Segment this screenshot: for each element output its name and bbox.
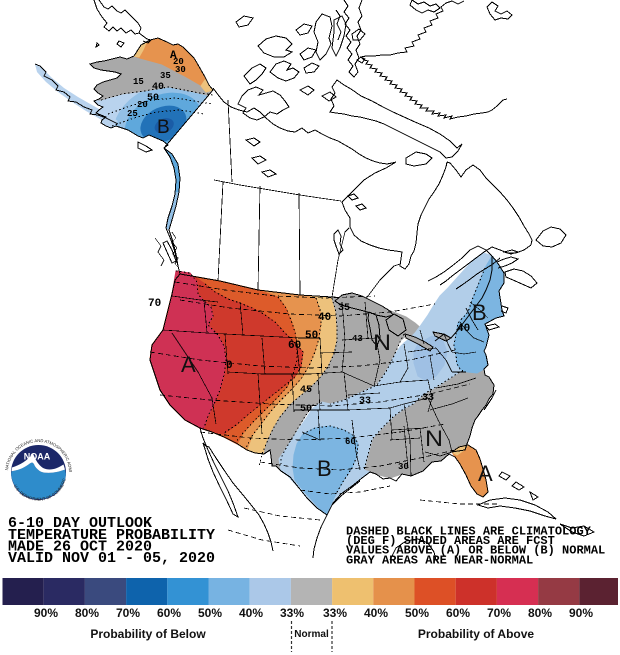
svg-text:30: 30: [175, 65, 186, 75]
svg-text:80%: 80%: [75, 606, 99, 620]
svg-text:40: 40: [152, 82, 164, 93]
svg-text:B: B: [472, 300, 487, 325]
svg-text:43: 43: [352, 334, 363, 344]
svg-text:70%: 70%: [116, 606, 140, 620]
svg-text:40%: 40%: [364, 606, 388, 620]
svg-text:VALUES ABOVE (A) OR BELOW (B): VALUES ABOVE (A) OR BELOW (B) NORMAL: [346, 544, 605, 558]
svg-text:15: 15: [133, 77, 144, 87]
svg-text:N: N: [373, 330, 391, 355]
svg-text:33: 33: [359, 396, 371, 407]
svg-text:90%: 90%: [34, 606, 58, 620]
svg-text:MADE 26 OCT 2020: MADE 26 OCT 2020: [8, 539, 152, 556]
svg-text:35: 35: [160, 71, 171, 81]
svg-text:20: 20: [173, 57, 184, 67]
svg-text:Probability of Above: Probability of Above: [418, 627, 535, 641]
svg-text:60%: 60%: [157, 606, 181, 620]
svg-text:40%: 40%: [239, 606, 263, 620]
svg-text:GRAY AREAS ARE NEAR-NORMAL: GRAY AREAS ARE NEAR-NORMAL: [346, 554, 533, 568]
svg-text:A: A: [181, 352, 196, 377]
svg-text:50: 50: [305, 330, 318, 342]
svg-text:50%: 50%: [198, 606, 222, 620]
svg-text:Probability of Below: Probability of Below: [90, 627, 206, 641]
svg-text:A: A: [478, 461, 493, 486]
svg-text:50: 50: [300, 404, 312, 415]
svg-text:60: 60: [345, 437, 356, 447]
svg-text:60%: 60%: [446, 606, 470, 620]
svg-text:25: 25: [127, 109, 138, 119]
svg-text:Normal: Normal: [294, 629, 329, 640]
svg-text:30: 30: [398, 462, 409, 472]
svg-text:N: N: [425, 426, 443, 451]
svg-text:33: 33: [422, 393, 434, 404]
svg-text:NOAA: NOAA: [24, 452, 51, 462]
svg-text:40: 40: [457, 323, 470, 335]
svg-text:80%: 80%: [528, 606, 552, 620]
svg-text:DASHED BLACK LINES ARE CLIMATO: DASHED BLACK LINES ARE CLIMATOLOGY: [346, 525, 592, 539]
svg-text:90%: 90%: [569, 606, 593, 620]
svg-text:TEMPERATURE PROBABILITY: TEMPERATURE PROBABILITY: [8, 527, 215, 544]
svg-text:A: A: [170, 50, 177, 62]
svg-text:0: 0: [226, 360, 233, 372]
svg-text:45: 45: [300, 385, 312, 396]
svg-text:33%: 33%: [280, 606, 304, 620]
svg-text:20: 20: [137, 100, 148, 110]
svg-text:70: 70: [148, 298, 161, 310]
svg-text:60: 60: [288, 340, 301, 352]
svg-text:50%: 50%: [405, 606, 429, 620]
svg-text:B: B: [317, 456, 332, 481]
svg-text:33%: 33%: [323, 606, 347, 620]
svg-text:50: 50: [147, 93, 159, 104]
svg-text:6-10 DAY OUTLOOK: 6-10 DAY OUTLOOK: [8, 515, 152, 532]
svg-text:70%: 70%: [487, 606, 511, 620]
svg-text:40: 40: [318, 312, 331, 324]
svg-text:35: 35: [338, 303, 350, 314]
svg-text:VALID NOV 01 - 05, 2020: VALID NOV 01 - 05, 2020: [8, 550, 215, 567]
svg-text:(DEG F) SHADED AREAS ARE FCST: (DEG F) SHADED AREAS ARE FCST: [346, 534, 555, 548]
svg-text:B: B: [157, 117, 170, 138]
